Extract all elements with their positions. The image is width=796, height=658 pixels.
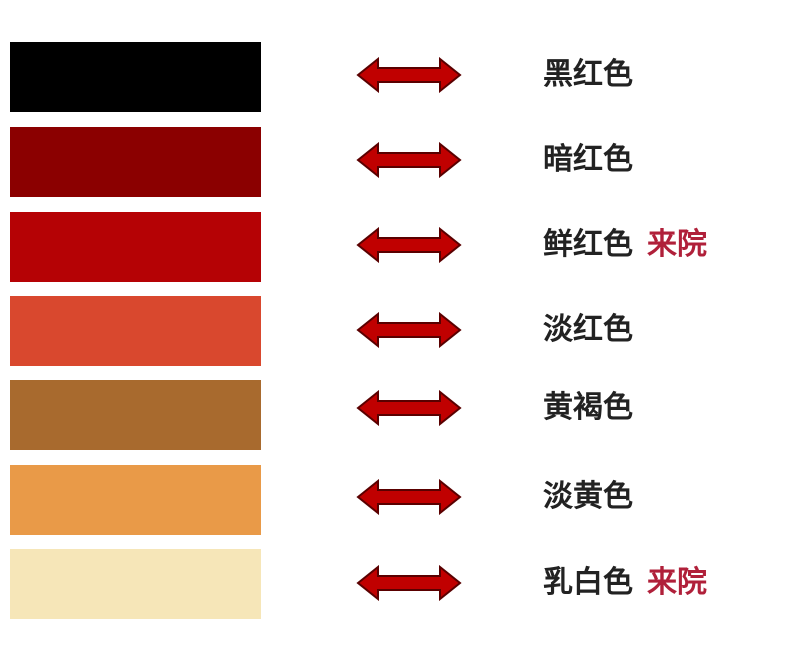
color-swatch [10,380,261,450]
color-name: 暗红色 [543,142,633,177]
double-arrow-icon [356,227,462,263]
visit-note: 来院 [647,227,707,262]
double-arrow-icon [356,57,462,93]
color-label: 黑红色 [543,57,633,93]
double-arrow-icon [356,142,462,178]
color-name: 黑红色 [543,57,633,92]
color-swatch [10,549,261,619]
color-label: 黄褐色 [543,390,633,426]
double-arrow-icon [356,390,462,426]
color-swatch [10,212,261,282]
double-arrow-icon [356,479,462,515]
color-name: 淡黄色 [543,479,633,514]
color-label: 淡红色 [543,312,633,348]
color-swatch [10,42,261,112]
color-label: 乳白色 来院 [543,565,707,601]
color-name: 黄褐色 [543,390,633,425]
color-name: 乳白色 [543,565,633,600]
visit-note: 来院 [647,565,707,600]
color-label: 鲜红色 来院 [543,227,707,263]
color-swatch [10,465,261,535]
double-arrow-icon [356,565,462,601]
color-name: 鲜红色 [543,227,633,262]
color-swatch [10,127,261,197]
color-name: 淡红色 [543,312,633,347]
color-label: 暗红色 [543,142,633,178]
color-label: 淡黄色 [543,479,633,515]
double-arrow-icon [356,312,462,348]
color-swatch [10,296,261,366]
